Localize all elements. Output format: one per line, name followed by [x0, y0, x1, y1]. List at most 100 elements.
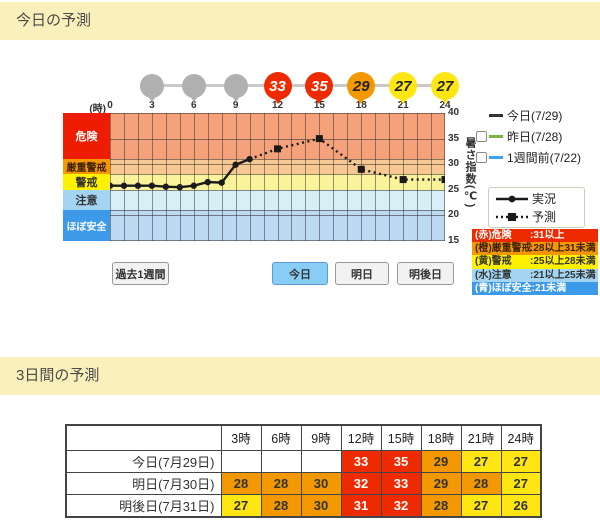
forecast-balloon-15h: 35: [305, 72, 334, 100]
table-value-cell: 35: [380, 449, 422, 473]
overlay-legend-checkbox-1[interactable]: [476, 131, 487, 142]
x-tick-label: 3: [149, 100, 155, 111]
series-line-実況: [110, 157, 251, 189]
series-marker-実況: [218, 179, 225, 186]
gridline-horizontal: [110, 159, 445, 161]
table-value-cell: 28: [420, 493, 462, 517]
gridline-vertical: [375, 113, 377, 241]
gridline-vertical: [110, 113, 111, 241]
gridline-vertical: [417, 113, 419, 241]
table-corner-cell: [65, 424, 222, 451]
gridline-horizontal: [110, 189, 445, 191]
scale-legend-name: (黄)警戒: [475, 256, 512, 268]
gridline-horizontal: [110, 164, 445, 166]
past-week-button[interactable]: 過去1週間: [112, 262, 169, 285]
series-marker-予測: [399, 176, 407, 184]
gridline-horizontal: [110, 138, 445, 140]
balloon-tail: [272, 97, 283, 104]
gridline-horizontal: [110, 174, 445, 176]
axis-category-注意: 注意: [63, 189, 110, 211]
scale-legend-name: (水)注意: [475, 269, 512, 281]
table-value-cell: 29: [420, 449, 462, 473]
gridline-vertical: [277, 113, 279, 241]
series-marker-実況: [162, 183, 170, 190]
gridline-horizontal: [110, 240, 445, 241]
table-value-cell: [300, 449, 342, 473]
scale-legend-range: :31以上: [530, 230, 565, 241]
table-row-label: 今日(7月29日): [65, 449, 222, 473]
scale-legend-row-(橙)厳重警戒: (橙)厳重警戒:28以上31未満: [472, 242, 598, 256]
overlay-legend-label: 1週間前(7/22): [507, 151, 582, 165]
gridline-vertical: [165, 113, 167, 241]
today-button[interactable]: 今日: [272, 262, 328, 285]
table-header-row: 3時 6時 9時 12時 15時 18時 21時 24時: [65, 424, 542, 451]
table-value-cell: 32: [380, 493, 422, 517]
scale-legend-name: (橙)厳重警戒: [475, 243, 532, 255]
scale-legend-row-(水)注意: (水)注意:21以上25未満: [472, 268, 598, 282]
y-tick-label: 25: [448, 183, 460, 195]
overlay-legend-dash-icon: [489, 156, 503, 159]
today-forecast-header: 今日の予測: [0, 2, 600, 40]
gridline-vertical: [207, 113, 209, 241]
scale-legend-range: :21未満: [531, 282, 567, 294]
scale-legend-row-(青)ほぼ安全: (青)ほぼ安全:21未満: [472, 281, 598, 295]
forecast-balloon-21h: 27: [389, 72, 418, 100]
table-value-cell: 32: [340, 471, 382, 495]
y-axis-label: 暑さ指数(℃): [464, 137, 476, 209]
balloon-tail: [440, 97, 450, 104]
table-value-cell: 28: [260, 471, 302, 495]
x-tick-label: 6: [190, 100, 197, 111]
overlay-legend-label: 今日(7/29): [507, 109, 563, 123]
x-tick-label: 15: [313, 100, 325, 111]
scale-legend-name: (赤)危険: [475, 230, 512, 241]
tomorrow-button[interactable]: 明日: [335, 262, 389, 285]
table-value-cell: 27: [500, 449, 542, 473]
gridline-vertical: [193, 113, 195, 241]
table-value-cell: 27: [500, 471, 542, 495]
gridline-vertical: [221, 113, 223, 241]
series-marker-実況: [176, 184, 183, 191]
series-marker-予測: [441, 176, 445, 184]
line-style-legend: 実況 予測: [488, 187, 585, 228]
gridline-vertical: [431, 113, 433, 241]
past-hour-balloon-6h: [181, 74, 206, 98]
balloon-tail: [188, 95, 199, 102]
gridline-vertical: [123, 113, 125, 241]
table-value-cell: 31: [340, 493, 382, 517]
y-tick-label: 15: [448, 235, 460, 246]
x-tick-label: 18: [355, 100, 367, 111]
gridline-vertical: [361, 113, 363, 241]
axis-category-ほぼ安全: ほぼ安全: [63, 210, 110, 241]
table-value-cell: 26: [500, 493, 542, 517]
balloon-tail: [398, 97, 409, 104]
balloon-tail: [230, 95, 241, 102]
overlay-series-legend: 今日(7/29) 昨日(7/28) 1週間前(7/22): [476, 105, 581, 168]
table-value-cell: 28: [260, 493, 302, 517]
series-line-予測: [249, 137, 445, 181]
table-value-cell: 27: [460, 449, 502, 473]
series-marker-実況: [148, 182, 156, 189]
y-tick-label: 30: [448, 158, 460, 170]
actual-line-label: 実況: [532, 192, 557, 206]
table-value-cell: [220, 449, 262, 473]
day-after-tomorrow-button[interactable]: 明後日: [397, 262, 454, 285]
table-value-cell: 33: [380, 471, 422, 495]
table-header-cell: 24時: [500, 424, 542, 451]
gridline-horizontal: [110, 215, 445, 217]
balloon-tail: [356, 97, 367, 104]
balloon-connector-line: [151, 84, 445, 87]
table-value-cell: 30: [300, 471, 342, 495]
gridline-horizontal: [110, 113, 445, 114]
past-hour-balloon-3h: [139, 74, 164, 98]
three-day-forecast-table: 3時 6時 9時 12時 15時 18時 21時 24時 今日(7月29日) 33 35 29 27 27…: [65, 424, 542, 518]
y-tick-label: 40: [448, 107, 460, 118]
overlay-legend-checkbox-2[interactable]: [476, 152, 487, 163]
overlay-legend-row-2: 1週間前(7/22): [476, 147, 581, 168]
table-value-cell: [260, 449, 302, 473]
forecast-balloon-12h: 33: [263, 72, 292, 100]
x-tick-label: 24: [439, 100, 451, 111]
warning-scale-legend: (赤)危険:31以上 (橙)厳重警戒:28以上31未満 (黄)警戒:25以上28未満…: [472, 229, 598, 295]
x-tick-label: 21: [397, 100, 409, 111]
table-value-cell: 28: [220, 471, 262, 495]
balloon-tail: [314, 97, 325, 104]
